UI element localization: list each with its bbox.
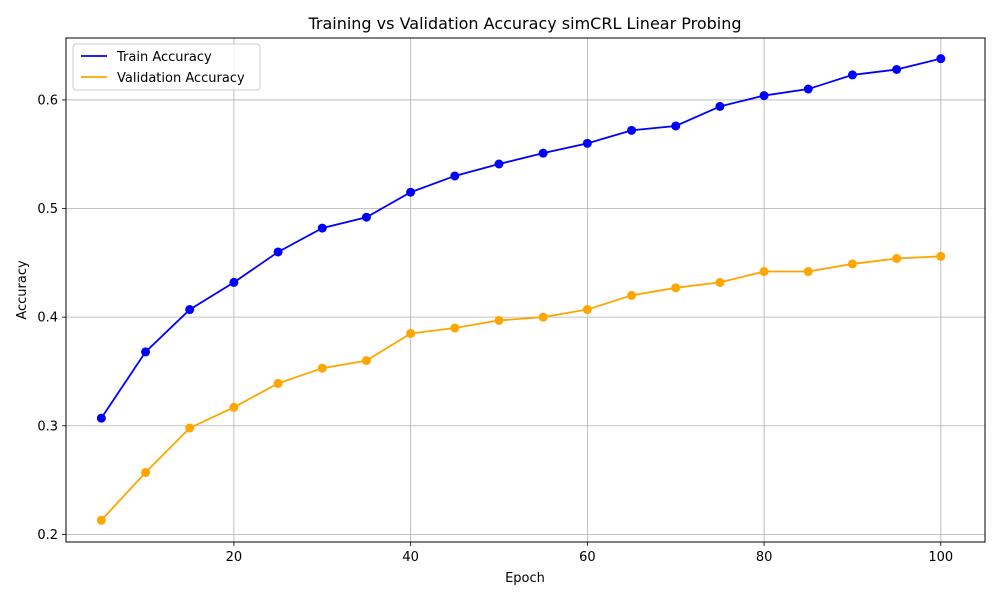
x-tick-label: 40 <box>402 550 419 565</box>
series-line-train <box>100 57 942 419</box>
data-point-validation <box>450 323 460 333</box>
x-tick-label: 100 <box>928 550 953 565</box>
x-axis-ticks: 20 40 60 80 100 <box>226 542 953 565</box>
data-point-validation <box>759 267 769 277</box>
data-point-train <box>538 148 548 158</box>
grid <box>66 38 985 542</box>
series-line-validation <box>100 255 941 521</box>
y-axis-label: Accuracy <box>15 260 30 320</box>
y-tick-label: 0.2 <box>37 528 58 543</box>
data-point-validation <box>317 363 327 373</box>
data-point-train <box>450 171 460 181</box>
data-point-validation <box>361 356 371 366</box>
data-point-validation <box>229 402 239 412</box>
data-point-train <box>803 84 813 94</box>
data-point-validation <box>406 328 416 338</box>
y-axis-ticks: 0.2 0.3 0.4 0.5 0.6 <box>37 93 66 543</box>
data-point-validation <box>627 290 637 300</box>
y-tick-label: 0.6 <box>37 93 58 108</box>
data-point-validation <box>671 283 681 293</box>
data-point-validation <box>582 305 592 315</box>
data-point-train <box>582 138 592 148</box>
legend-box <box>72 43 261 91</box>
data-point-train <box>847 70 857 80</box>
data-point-train <box>759 91 769 101</box>
data-point-validation <box>892 254 902 263</box>
data-point-train <box>494 159 504 169</box>
legend-label-validation: Validation Accuracy <box>117 71 245 86</box>
data-point-train <box>671 121 681 131</box>
data-point-validation <box>936 251 946 261</box>
data-point-train <box>892 65 902 74</box>
data-point-train <box>229 277 239 287</box>
legend: Train Accuracy Validation Accuracy <box>72 43 261 91</box>
data-point-train <box>936 54 946 64</box>
y-tick-label: 0.5 <box>37 202 58 217</box>
data-point-train <box>96 413 106 423</box>
data-point-validation <box>494 315 504 325</box>
x-tick-label: 20 <box>226 550 243 565</box>
data-point-validation <box>273 378 283 388</box>
data-point-validation <box>185 423 195 433</box>
data-point-train <box>317 223 327 233</box>
data-point-train <box>715 101 725 111</box>
data-point-validation <box>715 277 725 287</box>
data-point-validation <box>803 267 813 277</box>
data-point-train <box>273 247 283 257</box>
series-layer <box>96 54 946 525</box>
plot-frame <box>65 37 986 543</box>
data-point-validation <box>847 259 857 269</box>
y-tick-label: 0.4 <box>37 311 58 326</box>
data-point-train <box>141 347 151 357</box>
chart-title: Training vs Validation Accuracy simCRL L… <box>307 14 741 33</box>
legend-label-train: Train Accuracy <box>116 50 212 65</box>
data-point-validation <box>96 515 106 525</box>
data-point-train <box>627 125 637 135</box>
data-point-validation <box>538 312 548 322</box>
x-axis-label: Epoch <box>505 571 545 586</box>
data-point-train <box>185 305 195 315</box>
data-point-train <box>361 212 371 222</box>
x-tick-label: 80 <box>756 550 773 565</box>
data-point-validation <box>141 467 151 477</box>
y-tick-label: 0.3 <box>37 419 58 434</box>
x-tick-label: 60 <box>579 550 596 565</box>
data-point-train <box>406 187 416 197</box>
